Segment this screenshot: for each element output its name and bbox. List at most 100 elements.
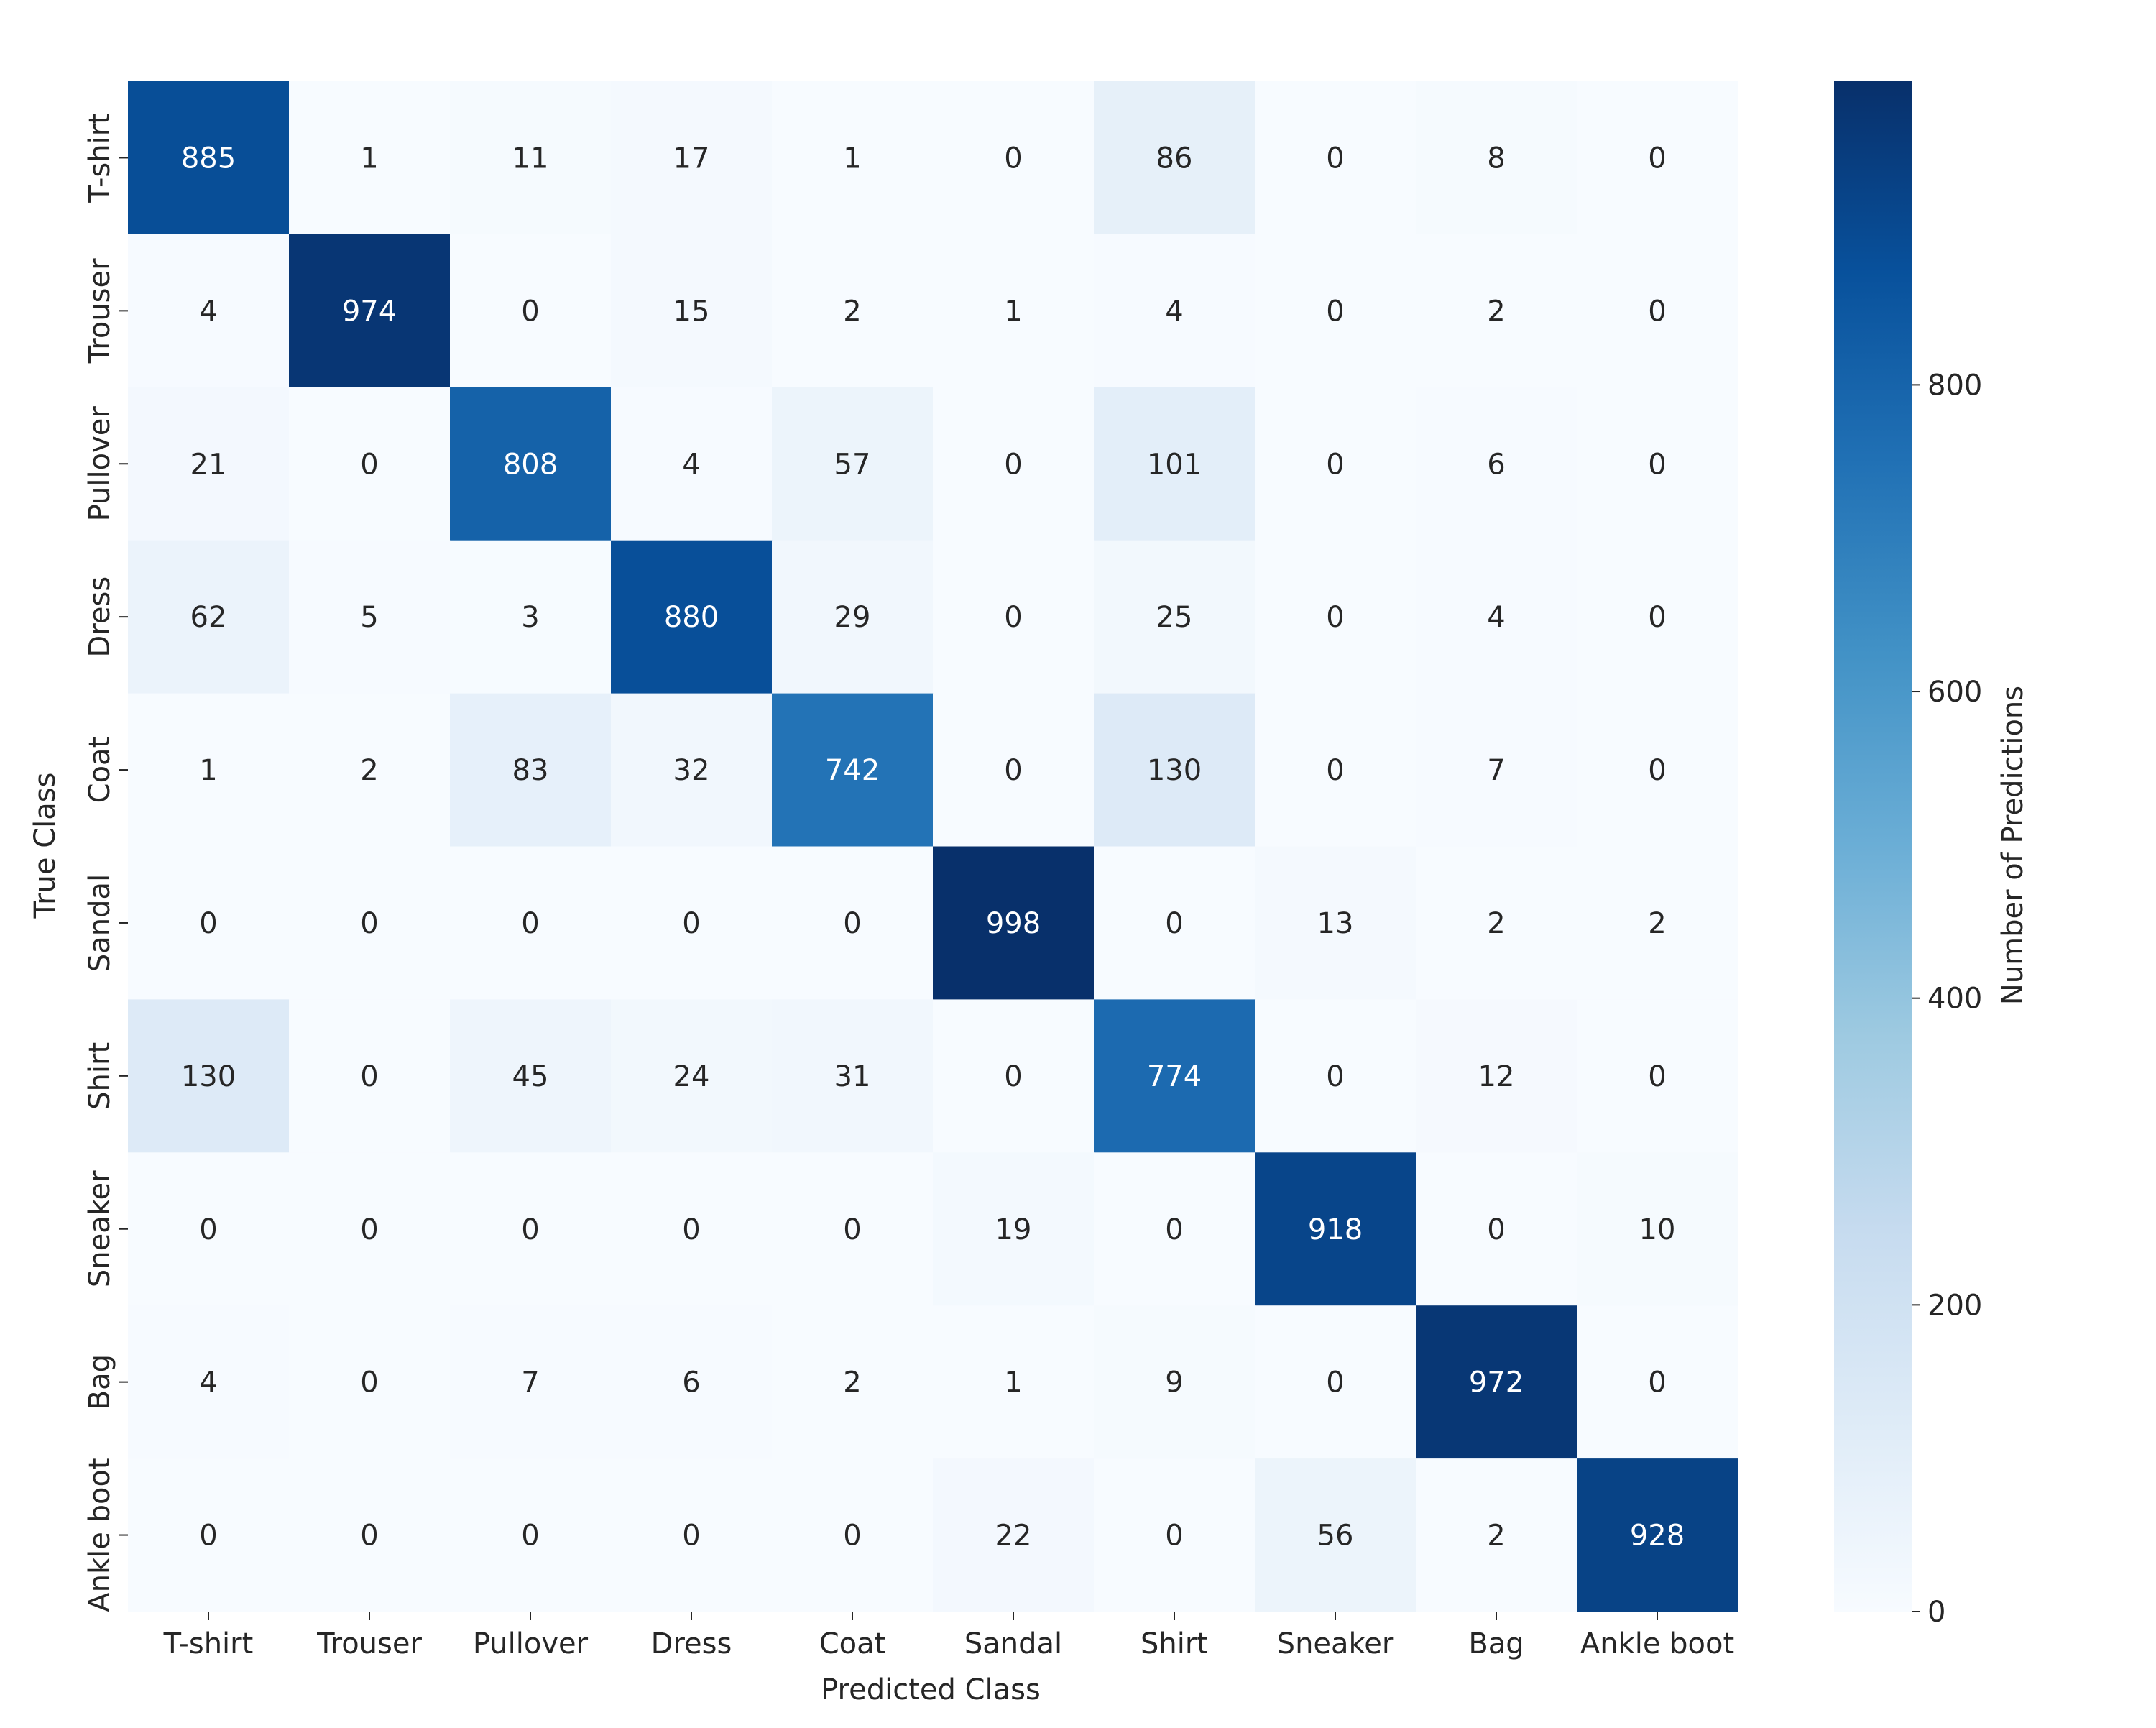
cell-value-label: 0 xyxy=(1326,601,1344,634)
heatmap-cell xyxy=(128,1152,290,1306)
heatmap-cell xyxy=(1255,1152,1416,1306)
cell-value-label: 0 xyxy=(360,1213,378,1246)
heatmap-cell xyxy=(1094,846,1256,1000)
heatmap-cell xyxy=(289,387,451,541)
cell-value-label: 83 xyxy=(512,754,549,787)
x-tick-label: Sandal xyxy=(964,1627,1062,1660)
colorbar: 0 200 400 600 800 xyxy=(1834,81,1982,1629)
heatmap-cell xyxy=(1416,387,1577,541)
colorbar-tick-label: 400 xyxy=(1927,983,1982,1016)
heatmap-cell xyxy=(1577,387,1738,541)
heatmap-cell xyxy=(289,846,451,1000)
heatmap-cell xyxy=(1416,999,1577,1153)
heatmap-cell xyxy=(1416,1458,1577,1612)
cell-value-label: 0 xyxy=(1165,1213,1183,1246)
x-axis: T-shirt Trouser Pullover Dress Coat Sandal Shi… xyxy=(163,1612,1734,1660)
cell-value-label: 9 xyxy=(1165,1366,1183,1400)
cell-value-label: 25 xyxy=(1156,601,1193,634)
y-tick-label: Shirt xyxy=(83,1042,116,1110)
cell-value-label: 2 xyxy=(1648,907,1666,940)
heatmap-cell xyxy=(1094,1305,1256,1459)
heatmap-cell xyxy=(611,999,773,1153)
heatmap-cell xyxy=(1255,846,1416,1000)
colorbar-tick-label: 600 xyxy=(1927,676,1982,709)
heatmap-cell xyxy=(772,387,934,541)
heatmap-cell xyxy=(933,234,1095,388)
cell-value-label: 17 xyxy=(673,142,710,175)
cell-value-label: 24 xyxy=(673,1060,710,1093)
cell-value-label: 31 xyxy=(834,1060,871,1093)
cell-value-label: 1 xyxy=(199,754,217,787)
heatmap-cell xyxy=(450,846,612,1000)
heatmap-cell xyxy=(1255,540,1416,694)
cell-value-label: 0 xyxy=(1648,754,1666,787)
heatmap-cell xyxy=(128,846,290,1000)
heatmap-cell xyxy=(1416,1152,1577,1306)
cell-value-label: 2 xyxy=(843,1366,861,1400)
cell-value-label: 0 xyxy=(199,1213,217,1246)
heatmap-cell xyxy=(450,1305,612,1459)
heatmap-cell xyxy=(933,846,1095,1000)
cell-value-label: 0 xyxy=(1326,754,1344,787)
cell-value-label: 2 xyxy=(843,295,861,328)
cell-value-label: 4 xyxy=(682,448,700,481)
colorbar-tick-label: 0 xyxy=(1927,1596,1945,1629)
cell-value-label: 2 xyxy=(1487,907,1505,940)
cell-value-label: 0 xyxy=(682,1213,700,1246)
cell-value-label: 10 xyxy=(1639,1213,1676,1246)
cell-value-label: 0 xyxy=(521,907,539,940)
heatmap-cell xyxy=(1577,846,1738,1000)
cell-value-label: 0 xyxy=(1648,295,1666,328)
heatmap-cell xyxy=(289,540,451,694)
cell-value-label: 4 xyxy=(199,295,217,328)
heatmap-cell xyxy=(1416,693,1577,847)
cell-value-label: 1 xyxy=(1004,1366,1022,1400)
cell-value-label: 0 xyxy=(199,907,217,940)
x-tick-label: Sneaker xyxy=(1277,1627,1394,1660)
heatmap-cell xyxy=(450,1458,612,1612)
colorbar-label: Number of Predictions xyxy=(1996,686,2030,1005)
heatmap-cell xyxy=(1094,1152,1256,1306)
cell-value-label: 130 xyxy=(1147,754,1202,787)
heatmap-cell xyxy=(128,999,290,1153)
cell-value-label: 0 xyxy=(360,448,378,481)
x-tick-label: Shirt xyxy=(1141,1627,1208,1660)
heatmap-cell xyxy=(933,387,1095,541)
heatmap-cell xyxy=(289,693,451,847)
cell-value-label: 62 xyxy=(190,601,227,634)
x-tick-label: T-shirt xyxy=(163,1627,254,1660)
cell-value-label: 21 xyxy=(190,448,227,481)
heatmap-cell xyxy=(450,81,612,235)
cell-value-label: 57 xyxy=(834,448,871,481)
x-tick-label: Coat xyxy=(819,1627,886,1660)
cell-value-label: 0 xyxy=(1004,448,1022,481)
heatmap-cell xyxy=(933,693,1095,847)
cell-value-label: 0 xyxy=(1648,601,1666,634)
heatmap-cell xyxy=(933,1458,1095,1612)
x-tick-label: Ankle boot xyxy=(1580,1627,1734,1660)
heatmap-cell xyxy=(611,387,773,541)
x-tick-label: Pullover xyxy=(473,1627,589,1660)
heatmap-cell xyxy=(450,693,612,847)
cell-value-label: 2 xyxy=(360,754,378,787)
heatmap-cell xyxy=(611,1305,773,1459)
cell-value-label: 0 xyxy=(682,1520,700,1553)
y-tick-label: Trouser xyxy=(83,258,116,364)
heatmap-cell xyxy=(1577,693,1738,847)
heatmap-cell xyxy=(1577,1305,1738,1459)
heatmap-cell xyxy=(772,1152,934,1306)
heatmap-cell xyxy=(128,693,290,847)
cell-value-label: 885 xyxy=(181,142,236,175)
cell-value-label: 0 xyxy=(843,1520,861,1553)
cell-value-label: 0 xyxy=(521,1520,539,1553)
cell-value-label: 86 xyxy=(1156,142,1193,175)
cell-value-label: 4 xyxy=(1165,295,1183,328)
heatmap-cell xyxy=(128,81,290,235)
heatmap-cell xyxy=(1094,1458,1256,1612)
heatmap-cell xyxy=(450,540,612,694)
y-tick-label: Pullover xyxy=(83,406,116,522)
heatmap-cell xyxy=(289,1458,451,1612)
heatmap-cell xyxy=(611,81,773,235)
y-axis: T-shirt Trouser Pullover Dress Coat Sandal Shi… xyxy=(83,113,128,1612)
cell-value-label: 0 xyxy=(843,907,861,940)
